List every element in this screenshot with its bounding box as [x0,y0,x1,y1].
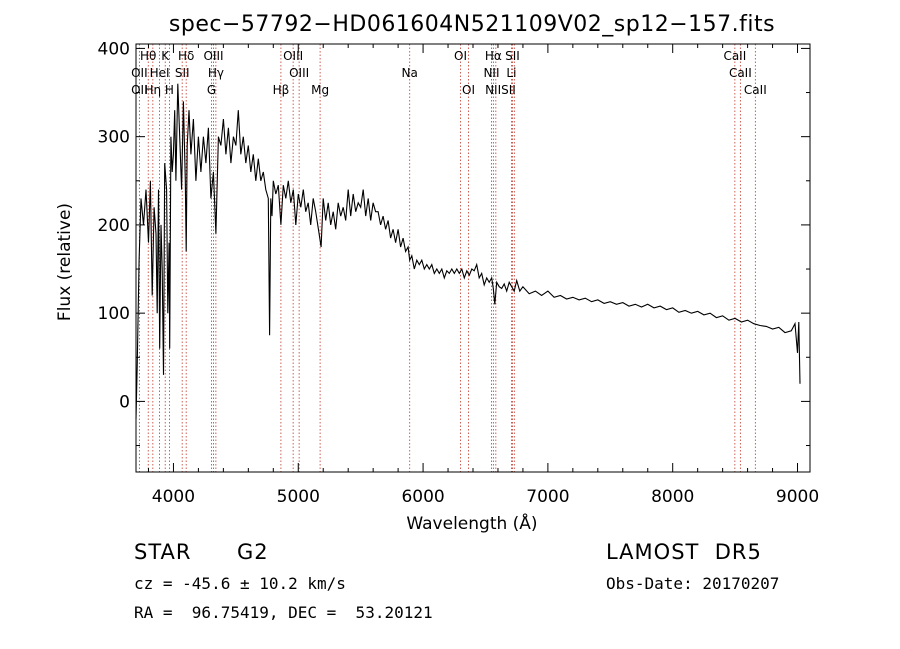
x-tick-label-3: 7000 [526,487,569,507]
marker-label-14: Na [402,66,418,80]
y-axis: 0 100 200 300 400 [98,39,810,447]
chart-title: spec−57792−HD061604N521109V02_sp12−157.f… [169,12,775,37]
marker-label-19: Hη [145,83,162,97]
marker-label-9: OII [131,66,148,80]
marker-label-2: Hδ [178,49,194,63]
x-axis-label: Wavelength (Å) [406,512,537,534]
marker-label-10: HeI [150,66,170,80]
x-axis: 4000 5000 6000 7000 8000 9000 [147,44,819,507]
marker-label-26: CaII [744,83,767,97]
marker-label-22: Hβ [273,83,290,97]
marker-label-17: CaII [729,66,752,80]
marker-label-11: SII [175,66,190,80]
survey-release: LAMOST DR5 [606,540,762,564]
marker-label-24: OI [462,83,475,97]
y-tick-label-3: 300 [98,128,130,148]
marker-label-23: Mg [311,83,329,97]
marker-label-25: NIISII [485,83,516,97]
marker-label-4: OIII [283,49,303,63]
marker-label-21: G [207,83,216,97]
y-tick-label-1: 100 [98,304,130,324]
x-tick-label-1: 5000 [277,487,320,507]
marker-label-12: Hγ [208,66,224,80]
y-axis-label: Flux (relative) [55,203,75,321]
y-tick-label-2: 200 [98,216,130,236]
x-tick-label-2: 6000 [401,487,444,507]
y-tick-label-4: 400 [98,39,130,59]
spectrum-line [135,83,801,420]
spectral-subclass: G2 [237,540,269,564]
marker-label-8: CaII [723,49,746,63]
marker-label-18: OII [131,83,148,97]
marker-label-0: Hθ [140,49,156,63]
marker-label-5: OI [454,49,467,63]
marker-label-7: SII [505,49,520,63]
coordinates: RA = 96.75419, DEC = 53.20121 [134,603,433,622]
object-class: STAR [134,540,192,564]
x-tick-label-5: 9000 [776,487,819,507]
plot-frame [135,43,811,473]
marker-label-3: OIII [203,49,223,63]
observation-date: Obs-Date: 20170207 [606,574,780,593]
emission-line-markers [138,44,756,472]
marker-label-20: H [165,83,174,97]
redshift-velocity: cz = -45.6 ± 10.2 km/s [134,574,346,593]
x-tick-label-0: 4000 [152,487,195,507]
x-tick-label-4: 8000 [651,487,694,507]
marker-label-13: OIII [289,66,309,80]
marker-label-16: Li [506,66,516,80]
marker-label-6: Hα [485,49,502,63]
marker-label-15: NII [483,66,499,80]
y-tick-label-0: 0 [119,392,130,412]
marker-label-1: K [161,49,170,63]
